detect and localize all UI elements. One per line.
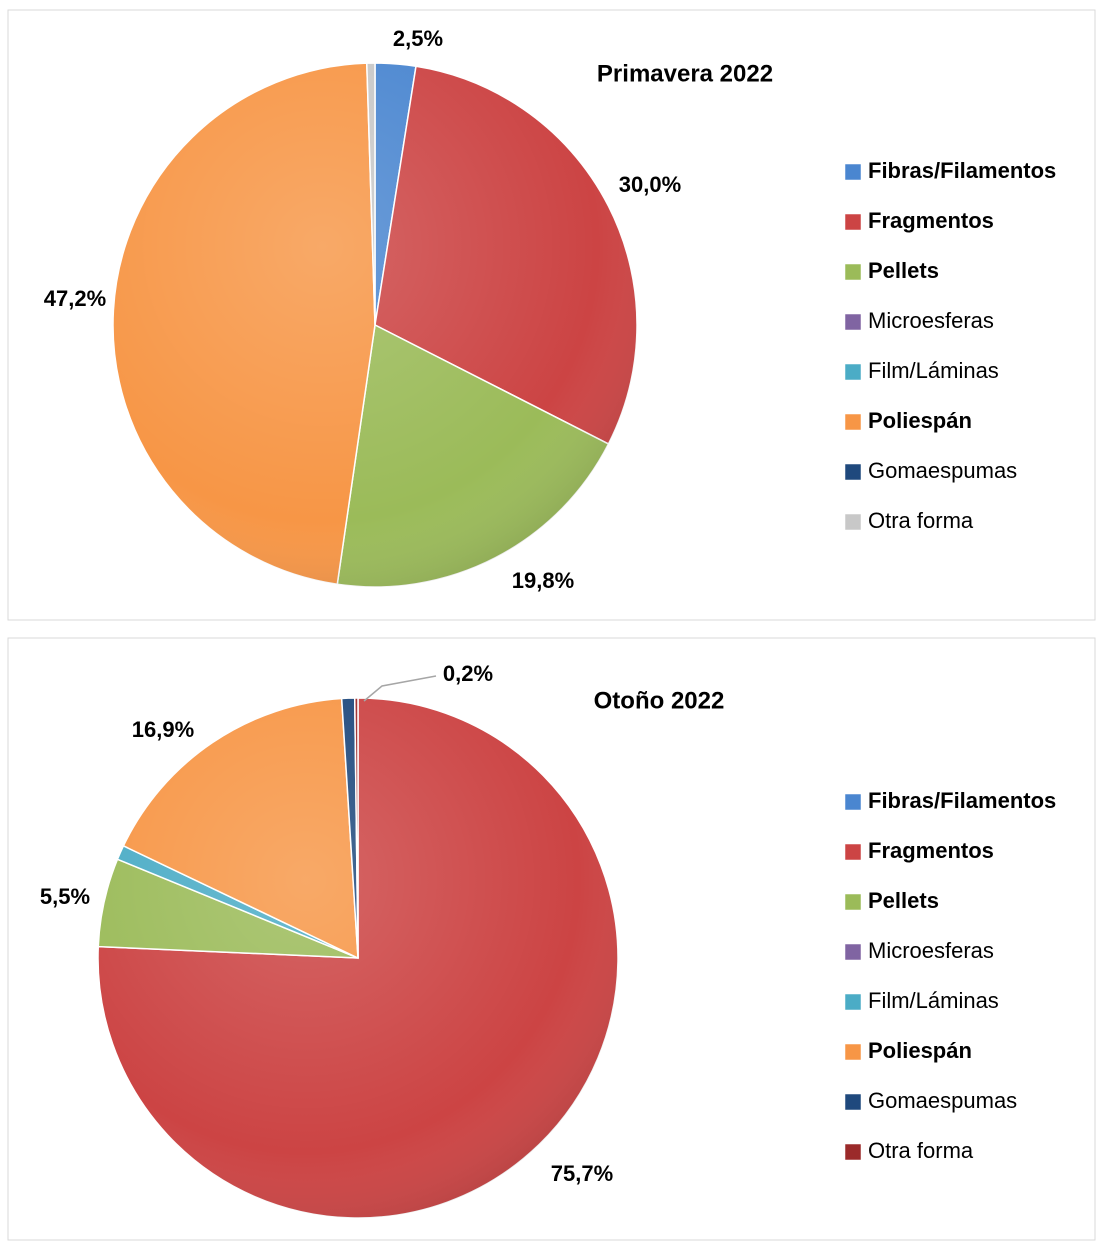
legend-label: Fibras/Filamentos <box>868 788 1056 813</box>
data-label: 75,7% <box>551 1161 613 1186</box>
legend-swatch <box>844 893 862 911</box>
legend-label: Gomaespumas <box>868 1088 1017 1113</box>
legend-label: Fragmentos <box>868 838 994 863</box>
data-label: 30,0% <box>619 172 681 197</box>
legend-swatch <box>844 943 862 961</box>
chart-title: Primavera 2022 <box>597 60 773 87</box>
legend-swatch <box>844 1143 862 1161</box>
chart-title: Otoño 2022 <box>594 687 725 714</box>
data-label: 16,9% <box>132 717 194 742</box>
leader-line <box>363 675 437 702</box>
legend-label: Pellets <box>868 888 939 913</box>
legend-label: Poliespán <box>868 408 972 433</box>
legend-swatch <box>844 313 862 331</box>
legend-swatch <box>844 263 862 281</box>
legend-label: Gomaespumas <box>868 458 1017 483</box>
legend-label: Microesferas <box>868 938 994 963</box>
data-label: 47,2% <box>44 286 106 311</box>
legend-label: Film/Láminas <box>868 358 999 383</box>
data-label: 5,5% <box>40 884 90 909</box>
legend-label: Otra forma <box>868 508 974 533</box>
legend-swatch <box>844 363 862 381</box>
legend-swatch <box>844 1093 862 1111</box>
legend-swatch <box>844 213 862 231</box>
legend-swatch <box>844 463 862 481</box>
legend-label: Otra forma <box>868 1138 974 1163</box>
legend-label: Poliespán <box>868 1038 972 1063</box>
legend-swatch <box>844 413 862 431</box>
legend-swatch <box>844 793 862 811</box>
data-label: 0,2% <box>443 661 493 686</box>
legend-label: Pellets <box>868 258 939 283</box>
legend-swatch <box>844 993 862 1011</box>
legend-label: Fibras/Filamentos <box>868 158 1056 183</box>
data-label: 19,8% <box>512 568 574 593</box>
legend-label: Microesferas <box>868 308 994 333</box>
legend-swatch <box>844 843 862 861</box>
legend-swatch <box>844 163 862 181</box>
legend-label: Fragmentos <box>868 208 994 233</box>
legend-swatch <box>844 1043 862 1061</box>
legend-label: Film/Láminas <box>868 988 999 1013</box>
legend-swatch <box>844 513 862 531</box>
data-label: 2,5% <box>393 26 443 51</box>
